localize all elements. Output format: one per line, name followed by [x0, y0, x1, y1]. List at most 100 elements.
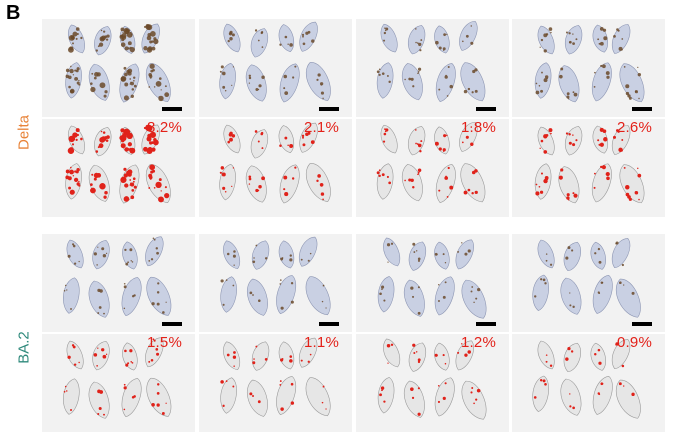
positive-area-spot: [76, 182, 80, 186]
stain-spot: [381, 72, 385, 75]
stain-spot: [149, 77, 152, 79]
stain-spot: [540, 89, 544, 93]
stain-spot: [258, 84, 262, 88]
stain-spot: [602, 64, 606, 69]
positive-area-spot: [300, 359, 303, 362]
positive-area-spot: [152, 338, 155, 341]
positive-area-spot: [449, 185, 454, 190]
positive-area-spot: [538, 185, 541, 188]
stain-spot: [283, 87, 286, 90]
row-label-delta: Delta: [15, 114, 33, 151]
positive-area-spot: [69, 169, 74, 175]
lung-lobe-outline: [279, 164, 300, 204]
positive-area-spot: [544, 176, 549, 180]
stain-spot: [542, 278, 546, 282]
positive-area-spot: [279, 380, 282, 382]
stain-spot: [543, 49, 547, 53]
stain-spot: [388, 80, 391, 84]
stain-spot: [383, 299, 386, 302]
positive-area-spot: [471, 387, 474, 389]
lung-lobe: [245, 64, 267, 102]
stain-spot: [534, 295, 537, 298]
positive-area-spot: [148, 187, 151, 189]
positive-area-spot: [417, 168, 422, 172]
positive-area-spot: [302, 136, 304, 139]
stain-spot: [475, 297, 478, 300]
positive-area-spot: [151, 402, 155, 407]
stain-spot: [64, 284, 67, 287]
positive-area-percent: 1.8%: [461, 119, 496, 136]
positive-area-spot: [325, 408, 327, 410]
positive-area-spot: [637, 167, 639, 170]
stain-spot: [438, 284, 440, 286]
positive-area-spot: [316, 179, 319, 183]
lung-lobe-outline: [619, 164, 645, 204]
positive-area-spot: [148, 360, 151, 363]
lung-lobe-outline: [65, 163, 82, 200]
stain-spot: [72, 74, 75, 76]
lung-lobe: [611, 238, 631, 268]
stain-spot: [290, 300, 294, 304]
stain-spot: [606, 75, 610, 79]
stain-spot: [417, 72, 419, 75]
positive-area-spot: [279, 384, 282, 386]
stain-spot: [222, 303, 225, 306]
stain-spot: [229, 30, 233, 34]
stain-spot: [66, 289, 68, 291]
positive-area-spot: [302, 143, 306, 147]
stain-spot: [150, 69, 154, 73]
stain-spot: [412, 295, 415, 298]
positive-area-spot: [634, 191, 637, 194]
lung-lobe: [460, 62, 486, 102]
stain-spot: [100, 29, 103, 32]
stain-spot: [148, 259, 151, 262]
positive-area-spot: [544, 382, 547, 386]
positive-area-spot: [380, 386, 385, 390]
stain-spot: [383, 39, 386, 42]
positive-area-spot: [565, 357, 569, 361]
positive-area-spot: [67, 176, 72, 181]
positive-area-spot: [257, 140, 260, 143]
lung-lobe-outline: [223, 341, 241, 371]
lung-lobe: [435, 63, 456, 102]
positive-area-spot: [80, 137, 83, 141]
segmentation-image: [219, 122, 331, 204]
stain-spot: [410, 286, 414, 290]
positive-area-spot: [130, 182, 132, 185]
stain-spot: [621, 263, 625, 267]
positive-area-percent: 0.9%: [617, 334, 652, 351]
positive-area-spot: [383, 400, 386, 403]
histology-tile: 2.6%: [512, 19, 665, 217]
positive-area-spot: [93, 177, 97, 181]
positive-area-spot: [248, 183, 251, 185]
positive-area-spot: [543, 150, 548, 154]
stain-spot: [568, 32, 571, 35]
stain-spot: [600, 281, 604, 284]
positive-area-spot: [548, 128, 553, 133]
stain-spot: [164, 92, 170, 98]
positive-area-spot: [93, 353, 98, 357]
positive-area-spot: [130, 132, 132, 135]
positive-area-spot: [146, 136, 152, 142]
stain-spot: [146, 47, 153, 53]
positive-area-spot: [222, 404, 225, 407]
stain-spot: [76, 67, 80, 71]
scale-bar: [632, 107, 652, 111]
tile-divider: [512, 332, 665, 334]
stain-spot: [70, 35, 75, 40]
stain-spot: [548, 27, 553, 31]
stain-spot: [102, 254, 107, 258]
positive-area-spot: [599, 142, 604, 147]
stain-spot: [443, 49, 445, 51]
stain-spot: [417, 70, 420, 73]
histology-tile: 0.9%: [512, 234, 665, 432]
stain-spot: [415, 41, 417, 44]
stain-spot: [410, 77, 414, 81]
positive-area-spot: [412, 185, 415, 189]
positive-area-spot: [67, 355, 71, 359]
lung-lobe: [146, 276, 172, 316]
stain-spot: [153, 38, 159, 45]
stain-spot: [599, 27, 604, 31]
stain-spot: [123, 307, 126, 310]
positive-area-spot: [76, 133, 79, 137]
